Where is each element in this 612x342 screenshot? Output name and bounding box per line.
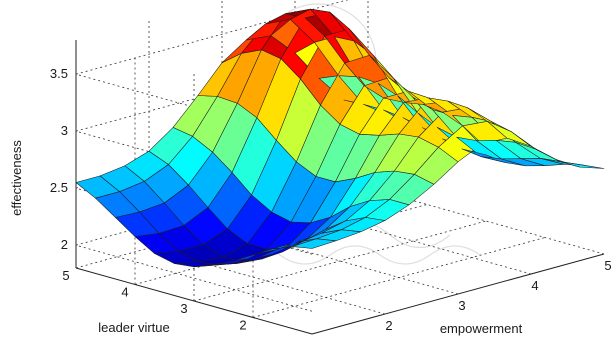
z-tick-label: 2	[61, 237, 68, 252]
floor-grid-line	[221, 227, 459, 295]
z-tick-label: 3.5	[50, 66, 68, 81]
x-axis-label: empowerment	[440, 321, 523, 336]
x-tick-label: 4	[531, 278, 538, 293]
floor-grid-line	[148, 247, 386, 315]
y-tick-label: 4	[121, 285, 128, 300]
z-tick-label: 2.5	[50, 180, 68, 195]
y-axis-label: leader virtue	[98, 320, 170, 335]
y-tick-label: 3	[180, 301, 187, 316]
floor-grid-line	[294, 207, 532, 275]
z-axis-label: effectiveness	[9, 140, 24, 216]
x-axis-line	[311, 253, 605, 335]
z-tick-label: 3	[61, 123, 68, 138]
wall-grid-line	[75, 244, 313, 312]
surface-mesh	[75, 8, 605, 268]
axis-ticks: 2 2.5 3 3.5 2 3 4 5 2 3 4 5	[50, 66, 612, 333]
x-tick-label: 3	[458, 298, 465, 313]
y-axis-line	[75, 267, 313, 335]
surface-facet	[560, 161, 605, 169]
floor-grid-line	[367, 187, 605, 255]
x-tick-label: 2	[385, 318, 392, 333]
floor-grid-line	[193, 220, 487, 302]
floor-grid-line	[252, 237, 546, 318]
y-tick-label: 5	[62, 268, 69, 283]
wall-grid-line	[75, 0, 349, 75]
x-tick-label: 5	[604, 258, 611, 273]
y-tick-label: 2	[239, 318, 246, 333]
